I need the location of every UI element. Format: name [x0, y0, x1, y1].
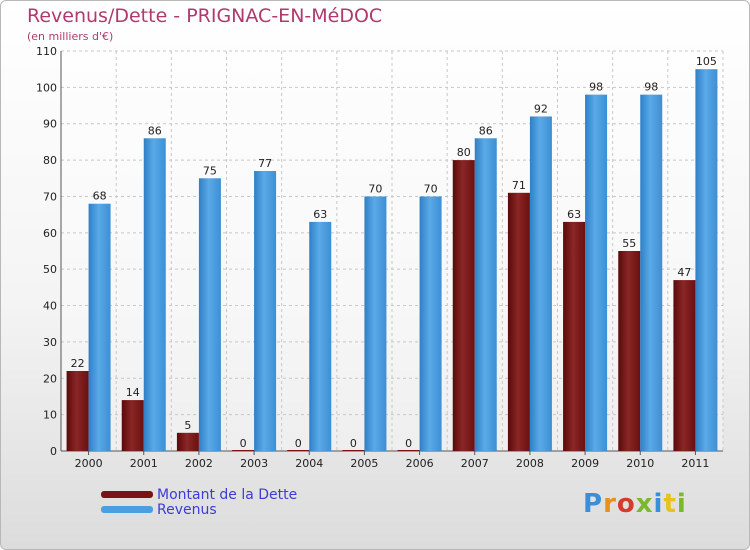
bar-revenus [309, 221, 332, 451]
legend-swatch-revenus [101, 506, 153, 513]
x-tick-label: 2002 [185, 457, 213, 470]
bar-dette [176, 432, 199, 451]
bar-revenus [529, 116, 552, 452]
bar-revenus [88, 203, 111, 451]
logo-letter: P [583, 489, 604, 519]
data-label: 80 [457, 146, 471, 159]
data-label: 71 [512, 179, 526, 192]
data-label: 0 [295, 437, 302, 450]
logo-letter: x [635, 489, 654, 519]
y-tick-label: 0 [50, 445, 57, 458]
legend-item-revenus: Revenus [101, 501, 297, 518]
x-tick-label: 2010 [626, 457, 654, 470]
y-tick-label: 10 [43, 409, 57, 422]
x-tick-label: 2005 [350, 457, 378, 470]
data-label: 5 [184, 419, 191, 432]
logo-letter: o [616, 489, 636, 519]
data-label: 70 [424, 182, 438, 195]
bar-revenus [254, 171, 277, 451]
y-tick-label: 80 [43, 154, 57, 167]
y-tick-label: 110 [36, 45, 57, 58]
legend-label-revenus: Revenus [157, 501, 217, 518]
chart-title: Revenus/Dette - PRIGNAC-EN-MéDOC [27, 5, 383, 27]
data-label: 98 [589, 81, 603, 94]
data-label: 105 [696, 55, 717, 68]
bar-dette [673, 280, 696, 451]
bar-revenus [143, 138, 166, 452]
x-tick-label: 2007 [461, 457, 489, 470]
y-tick-label: 20 [43, 372, 57, 385]
data-label: 14 [126, 386, 140, 399]
data-label: 77 [258, 157, 272, 170]
legend-label-dette: Montant de la Dette [157, 486, 298, 503]
bar-dette [232, 450, 255, 451]
bar-dette [397, 450, 420, 451]
x-tick-label: 2001 [130, 457, 158, 470]
bar-dette [563, 221, 586, 451]
y-tick-label: 60 [43, 227, 57, 240]
x-tick-label: 2009 [571, 457, 599, 470]
proxiti-logo: Proxiti [583, 489, 687, 519]
bar-revenus [419, 196, 442, 451]
bar-dette [287, 450, 310, 451]
logo-letter: t [663, 489, 677, 519]
bar-dette [618, 251, 641, 451]
y-tick-label: 70 [43, 190, 57, 203]
chart-subtitle: (en milliers d'€) [27, 30, 114, 43]
data-label: 63 [567, 208, 581, 221]
data-label: 55 [622, 237, 636, 250]
data-label: 70 [368, 182, 382, 195]
bar-dette [66, 371, 89, 451]
data-label: 47 [677, 266, 691, 279]
y-tick-label: 30 [43, 336, 57, 349]
y-tick-label: 50 [43, 263, 57, 276]
logo-letter: i [676, 489, 687, 519]
x-tick-label: 2008 [516, 457, 544, 470]
bar-revenus [198, 178, 221, 452]
data-label: 86 [479, 124, 493, 137]
x-tick-label: 2006 [406, 457, 434, 470]
data-label: 75 [203, 164, 217, 177]
legend-item-dette: Montant de la Dette [101, 486, 298, 503]
y-tick-label: 90 [43, 118, 57, 131]
data-label: 63 [313, 208, 327, 221]
legend: Montant de la Dette Revenus [101, 486, 298, 518]
data-label: 0 [405, 437, 412, 450]
x-tick-label: 2011 [681, 457, 709, 470]
x-tick-label: 2000 [75, 457, 103, 470]
data-label: 98 [644, 81, 658, 94]
bar-revenus [585, 94, 608, 452]
logo-letter: i [653, 489, 664, 519]
bar-dette [452, 160, 475, 451]
data-label: 86 [148, 124, 162, 137]
data-label: 0 [350, 437, 357, 450]
x-tick-label: 2003 [240, 457, 268, 470]
bar-dette [342, 450, 365, 451]
bar-revenus [695, 69, 718, 451]
bar-revenus [364, 196, 387, 451]
data-label: 22 [71, 357, 85, 370]
legend-swatch-dette [101, 491, 153, 498]
bar-revenus [474, 138, 497, 452]
data-label: 0 [240, 437, 247, 450]
data-label: 92 [534, 102, 548, 115]
logo-letter: r [603, 489, 617, 519]
bar-revenus [640, 94, 663, 452]
y-tick-label: 40 [43, 300, 57, 313]
data-label: 68 [93, 190, 107, 203]
x-tick-label: 2004 [295, 457, 323, 470]
bar-dette [507, 192, 530, 451]
y-tick-label: 100 [36, 81, 57, 94]
bar-dette [121, 400, 144, 451]
